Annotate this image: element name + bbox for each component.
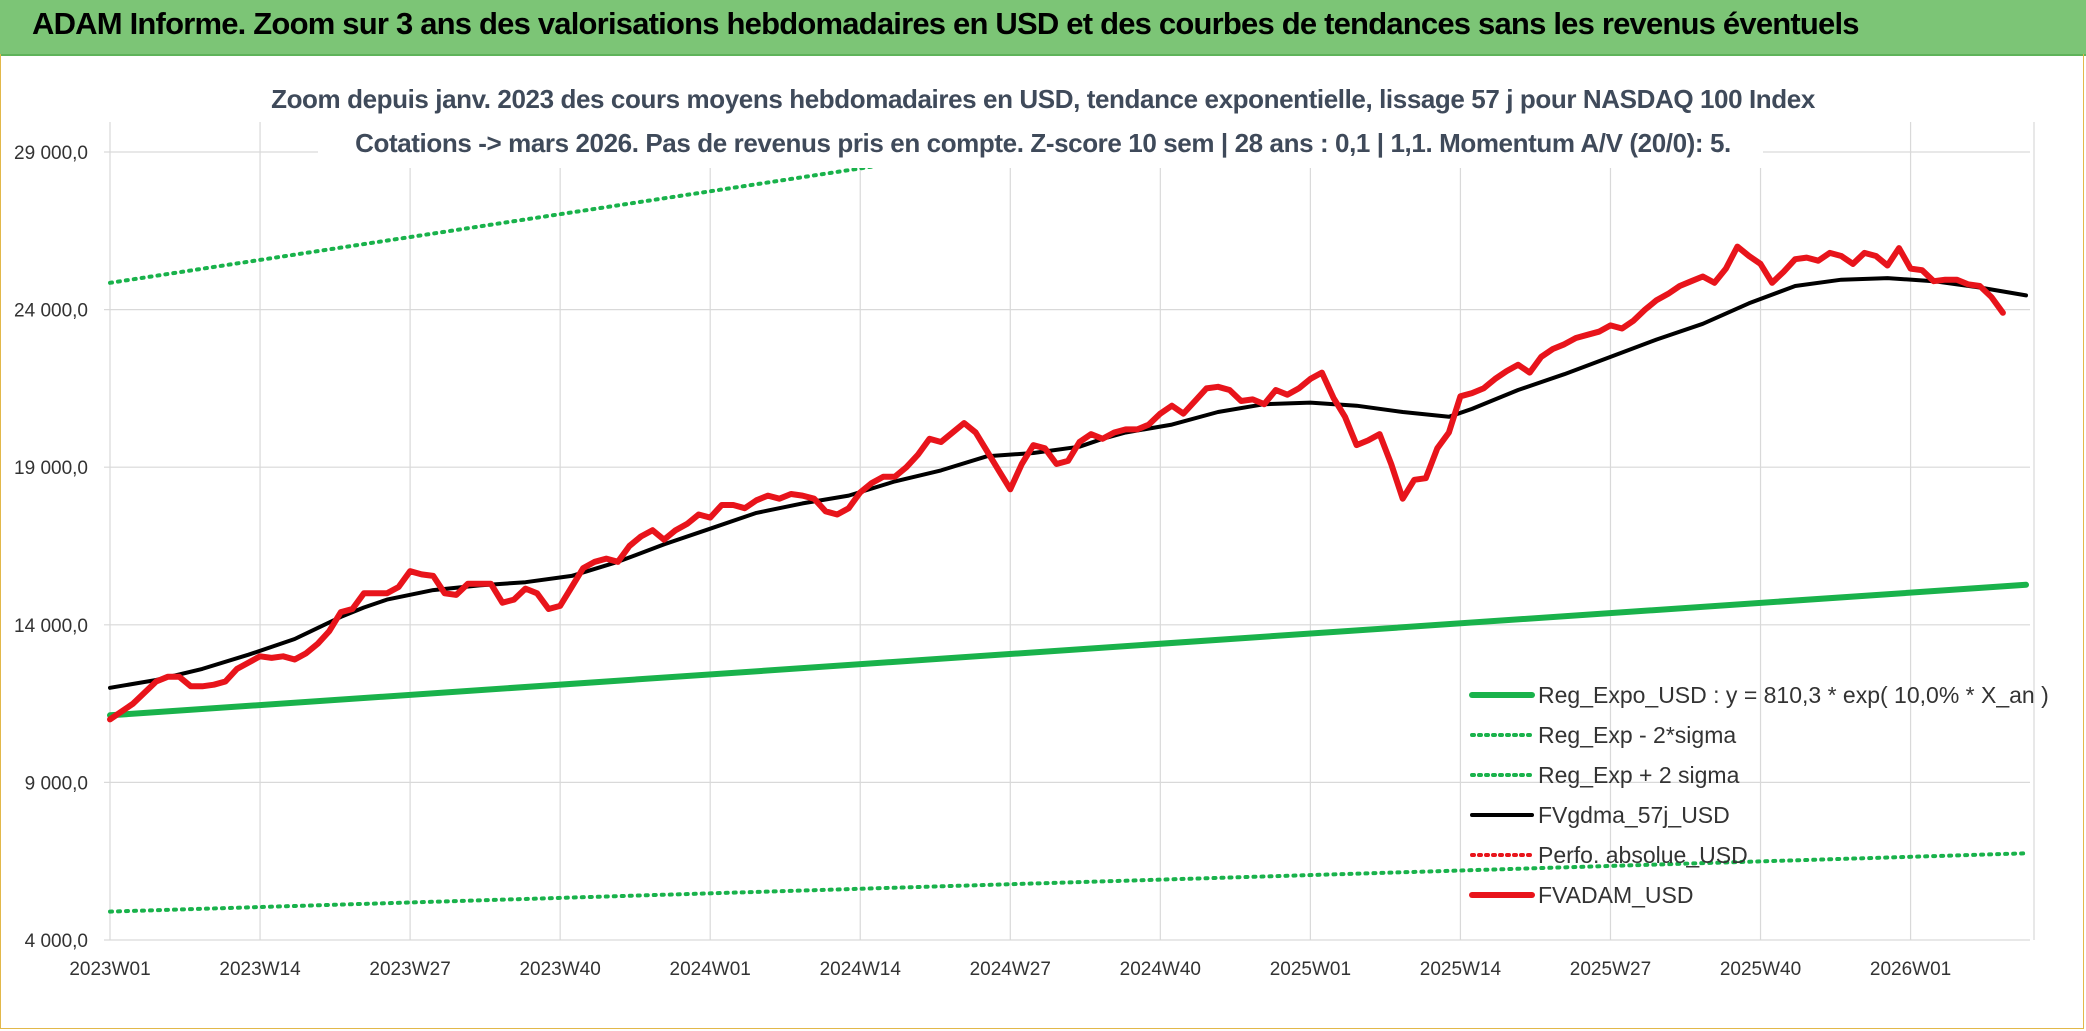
y-tick-label: 19 000,0 (14, 458, 88, 479)
x-tick-label: 2025W14 (1420, 959, 1502, 980)
y-axis-ticks: 4 000,0 9 000,0 14 000,0 19 000,0 24 000,0 29… (14, 143, 88, 952)
banner-title: ADAM Informe. Zoom sur 3 ans des valoris… (32, 6, 1860, 41)
subtitle-background (318, 80, 1763, 168)
legend-label-reg-exp-2-sigma: Reg_Exp + 2 sigma (1538, 762, 1740, 788)
legend: Reg_Expo_USD : y = 810,3 * exp( 10,0% * … (1469, 682, 2049, 908)
series-line-fvadam-usd (107, 243, 2006, 723)
x-tick-label: 2024W40 (1120, 959, 1201, 980)
x-tick-label: 2025W27 (1570, 959, 1651, 980)
y-tick-label: 14 000,0 (14, 616, 88, 637)
y-tick-label: 9 000,0 (25, 773, 88, 794)
legend-label-fvadam-usd: FVADAM_USD (1538, 882, 1694, 908)
y-tick-label: 24 000,0 (14, 301, 88, 322)
x-axis-ticks: 2023W01 2023W14 2023W27 2023W40 2024W01 2024W… (69, 959, 1951, 980)
grid-lines (104, 122, 2035, 941)
series-line-fvgdma-57j-usd (108, 276, 2028, 690)
x-tick-label: 2024W27 (970, 959, 1051, 980)
x-tick-label: 2023W01 (69, 959, 150, 980)
x-tick-label: 2023W40 (519, 959, 600, 980)
x-tick-label: 2023W27 (369, 959, 450, 980)
legend-label-perfo-absolue-usd: Perfo. absolue_USD (1538, 842, 1748, 868)
series-line-reg-expo-usd-y-810-3-exp-10-0-x-an (107, 581, 2029, 719)
legend-label-reg-exp-2-sigma: Reg_Exp - 2*sigma (1538, 722, 1736, 748)
chart-subtitle-line2: Cotations -> mars 2026. Pas de revenus p… (355, 128, 1731, 158)
chart-frame (0, 54, 2084, 1029)
legend-label-fvgdma-57j-usd: FVgdma_57j_USD (1538, 802, 1730, 828)
series-line-reg-exp-2-sigma (108, 851, 2028, 914)
x-tick-label: 2023W14 (219, 959, 301, 980)
y-tick-label: 4 000,0 (25, 931, 88, 952)
legend-label-reg-expo-usd-y-810-3-exp-10-0-x-an: Reg_Expo_USD : y = 810,3 * exp( 10,0% * … (1538, 682, 2049, 708)
banner: ADAM Informe. Zoom sur 3 ans des valoris… (0, 0, 2086, 56)
x-tick-label: 2025W40 (1720, 959, 1801, 980)
x-tick-label: 2026W01 (1870, 959, 1951, 980)
x-tick-label: 2024W01 (670, 959, 751, 980)
x-tick-label: 2025W01 (1270, 959, 1351, 980)
x-tick-label: 2024W14 (820, 959, 902, 980)
y-tick-label: 29 000,0 (14, 143, 88, 164)
chart-subtitle-line1: Zoom depuis janv. 2023 des cours moyens … (271, 84, 1815, 114)
